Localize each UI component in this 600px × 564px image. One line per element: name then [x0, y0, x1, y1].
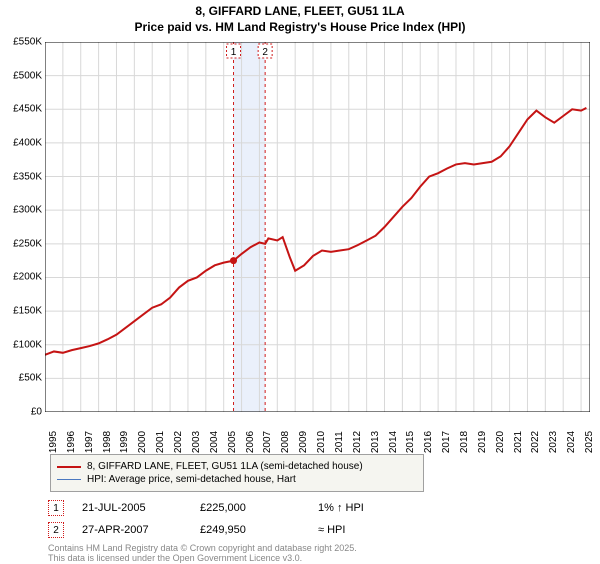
marker-number-box: 1 [48, 500, 64, 516]
y-tick-label: £550K [13, 37, 42, 48]
x-tick-label: 2023 [548, 431, 559, 453]
x-tick-label: 2018 [459, 431, 470, 453]
title-line1: 8, GIFFARD LANE, FLEET, GU51 1LA [0, 4, 600, 20]
x-tick-label: 2007 [262, 431, 273, 453]
y-tick-label: £200K [13, 272, 42, 283]
y-tick-label: £150K [13, 306, 42, 317]
marker-date: 21-JUL-2005 [82, 502, 182, 514]
marker-date: 27-APR-2007 [82, 524, 182, 536]
x-tick-label: 2006 [245, 431, 256, 453]
legend-label: HPI: Average price, semi-detached house,… [87, 474, 296, 485]
x-tick-label: 2012 [352, 431, 363, 453]
x-tick-label: 2011 [334, 431, 345, 453]
marker-price: £249,950 [200, 524, 300, 536]
chart: 12 [45, 42, 590, 412]
x-tick-label: 2021 [513, 431, 524, 453]
marker-note: 1% ↑ HPI [318, 502, 418, 514]
x-tick-label: 1996 [66, 431, 77, 453]
svg-text:2: 2 [262, 47, 268, 58]
chart-title: 8, GIFFARD LANE, FLEET, GU51 1LA Price p… [0, 0, 600, 35]
y-tick-label: £500K [13, 70, 42, 81]
title-line2: Price paid vs. HM Land Registry's House … [0, 20, 600, 36]
x-tick-label: 2002 [173, 431, 184, 453]
x-tick-label: 2009 [298, 431, 309, 453]
x-tick-label: 1999 [119, 431, 130, 453]
x-tick-label: 2019 [477, 431, 488, 453]
x-tick-label: 2003 [191, 431, 202, 453]
y-tick-label: £0 [31, 407, 42, 418]
x-tick-label: 2000 [137, 431, 148, 453]
legend: 8, GIFFARD LANE, FLEET, GU51 1LA (semi-d… [50, 454, 424, 492]
x-tick-label: 2008 [280, 431, 291, 453]
marker-price: £225,000 [200, 502, 300, 514]
legend-item: HPI: Average price, semi-detached house,… [57, 474, 417, 485]
x-tick-label: 2016 [423, 431, 434, 453]
x-tick-label: 1998 [102, 431, 113, 453]
x-tick-label: 1995 [48, 431, 59, 453]
y-tick-label: £450K [13, 104, 42, 115]
x-tick-label: 2004 [209, 431, 220, 453]
footnote: Contains HM Land Registry data © Crown c… [48, 544, 357, 564]
x-tick-label: 2010 [316, 431, 327, 453]
y-tick-label: £400K [13, 137, 42, 148]
x-tick-label: 2014 [388, 431, 399, 453]
x-tick-label: 1997 [84, 431, 95, 453]
y-tick-label: £350K [13, 171, 42, 182]
x-tick-label: 2005 [227, 431, 238, 453]
y-tick-label: £250K [13, 238, 42, 249]
y-tick-label: £100K [13, 339, 42, 350]
y-tick-label: £300K [13, 205, 42, 216]
x-tick-label: 2013 [370, 431, 381, 453]
marker-row-1: 1 21-JUL-2005 £225,000 1% ↑ HPI [48, 498, 418, 518]
marker-note: ≈ HPI [318, 524, 418, 536]
marker-number-box: 2 [48, 522, 64, 538]
legend-item: 8, GIFFARD LANE, FLEET, GU51 1LA (semi-d… [57, 461, 417, 472]
x-tick-label: 2017 [441, 431, 452, 453]
legend-swatch [57, 466, 81, 468]
legend-label: 8, GIFFARD LANE, FLEET, GU51 1LA (semi-d… [87, 461, 363, 472]
x-tick-label: 2024 [566, 431, 577, 453]
x-tick-label: 2025 [584, 431, 595, 453]
x-tick-label: 2015 [405, 431, 416, 453]
marker-row-2: 2 27-APR-2007 £249,950 ≈ HPI [48, 520, 418, 540]
x-tick-label: 2001 [155, 431, 166, 453]
footnote-line2: This data is licensed under the Open Gov… [48, 554, 357, 564]
legend-swatch [57, 479, 81, 480]
svg-text:1: 1 [231, 47, 237, 58]
x-tick-label: 2020 [495, 431, 506, 453]
x-tick-label: 2022 [530, 431, 541, 453]
y-tick-label: £50K [19, 373, 42, 384]
